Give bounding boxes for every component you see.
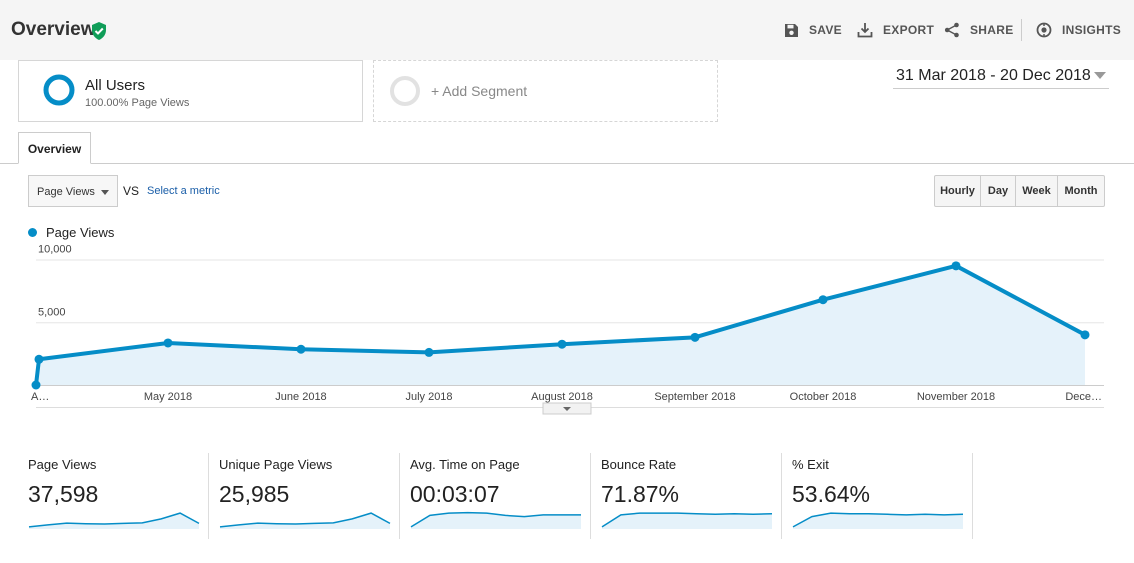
x-tick-label: October 2018 [790, 391, 857, 403]
add-segment-label: + Add Segment [431, 83, 528, 99]
legend-marker [28, 228, 37, 237]
save-icon [785, 23, 798, 37]
empty-segment-ring-icon [390, 76, 420, 106]
top-bar: Overview SAVE EXPORT SHARE [0, 0, 1134, 60]
sparkline-line [28, 512, 200, 528]
sparkline-fill [602, 513, 772, 529]
sparkline-line [410, 511, 581, 528]
data-point[interactable] [424, 347, 434, 357]
sparkline-fill [220, 513, 390, 529]
tab-divider [0, 163, 1134, 164]
area-fill [36, 265, 1085, 385]
data-point[interactable] [163, 338, 173, 348]
y-tick-label: 10,000 [38, 245, 72, 256]
scorecard-label: % Exit [792, 457, 829, 472]
period-month-button[interactable]: Month [1064, 185, 1098, 197]
data-point[interactable] [34, 354, 44, 364]
scorecard-unique-page-views[interactable]: Unique Page Views 25,985 [219, 453, 400, 539]
page-views-chart: 10,000 5,000 A… May 2018 June 2018 July 2018 A… [31, 245, 1104, 415]
scorecard-value: 71.87% [601, 481, 680, 507]
scorecard-value: 00:03:07 [410, 481, 500, 507]
scorecard-label: Unique Page Views [219, 457, 333, 472]
sparkline-line [601, 512, 773, 528]
x-tick-label: A… [31, 391, 49, 403]
x-tick-label: August 2018 [531, 391, 593, 403]
chevron-down-icon [1094, 72, 1106, 79]
scorecard-value: 53.64% [792, 481, 871, 507]
save-button[interactable]: SAVE [784, 20, 842, 40]
x-tick-label: Dece… [1065, 391, 1102, 403]
insights-label: INSIGHTS [1062, 23, 1122, 37]
export-button[interactable]: EXPORT [857, 20, 934, 40]
data-point[interactable] [818, 295, 828, 305]
segment-all-users[interactable]: All Users 100.00% Page Views [18, 60, 363, 122]
period-hourly-button[interactable]: Hourly [935, 176, 981, 206]
scorecard-exit-rate[interactable]: % Exit 53.64% [792, 453, 973, 539]
scorecard-bounce-rate[interactable]: Bounce Rate 71.87% [601, 453, 782, 539]
data-point[interactable] [951, 261, 961, 271]
share-icon [944, 22, 959, 38]
data-point[interactable] [1080, 330, 1090, 340]
legend-label: Page Views [46, 225, 115, 240]
date-range-label: 31 Mar 2018 - 20 Dec 2018 [896, 67, 1091, 84]
export-label: EXPORT [883, 23, 935, 37]
metric-select-label: Page Views [37, 186, 95, 198]
period-toggle: Hourly Day Week Month [934, 175, 1105, 207]
scorecard-value: 25,985 [219, 481, 290, 507]
data-point[interactable] [296, 344, 306, 354]
scorecard-label: Avg. Time on Page [410, 457, 520, 472]
data-point[interactable] [690, 332, 700, 342]
x-tick-label: November 2018 [917, 391, 995, 403]
scorecard-value: 37,598 [28, 481, 99, 507]
sparkline [792, 512, 964, 529]
scorecard-label: Bounce Rate [601, 457, 677, 472]
period-week-button[interactable]: Week [1016, 176, 1058, 206]
add-segment-button[interactable]: + Add Segment [373, 60, 718, 122]
chevron-down-icon [563, 407, 571, 411]
data-point[interactable] [557, 339, 567, 349]
sparkline-fill [29, 513, 199, 529]
sparkline [410, 511, 581, 529]
metric-select[interactable]: Page Views [28, 175, 118, 207]
dropdown-arrow-icon [101, 190, 109, 195]
vs-label: VS [123, 184, 140, 198]
scorecard-page-views[interactable]: Page Views 37,598 [28, 453, 209, 539]
x-tick-label: September 2018 [654, 391, 735, 403]
date-range-picker[interactable]: 31 Mar 2018 - 20 Dec 2018 [893, 66, 1109, 89]
scorecard-label: Page Views [28, 457, 97, 472]
sparkline [28, 512, 200, 529]
series-line [34, 263, 1086, 386]
select-metric-link[interactable]: Select a metric [147, 185, 220, 197]
sparkline-line [792, 512, 964, 528]
x-tick-label: May 2018 [144, 391, 192, 403]
x-tick-label: June 2018 [275, 391, 326, 403]
share-button[interactable]: SHARE [944, 20, 1014, 40]
sparkline [601, 512, 773, 529]
tab-overview[interactable]: Overview [18, 132, 91, 164]
save-label: SAVE [809, 23, 842, 37]
page-title: Overview [11, 19, 96, 40]
insights-button[interactable]: INSIGHTS [1036, 20, 1121, 40]
chart-legend: Page Views [28, 225, 114, 240]
sparkline [219, 512, 391, 529]
share-label: SHARE [970, 23, 1014, 37]
sparkline-fill [411, 512, 581, 529]
export-icon [857, 23, 873, 38]
segment-name: All Users [85, 77, 146, 94]
sparkline-line [219, 512, 391, 528]
verified-shield-icon [92, 22, 106, 40]
scorecard-avg-time-on-page[interactable]: Avg. Time on Page 00:03:07 [410, 453, 591, 539]
segment-subtitle: 100.00% Page Views [85, 97, 190, 109]
segment-ring-icon [43, 74, 75, 106]
x-tick-label: July 2018 [405, 391, 452, 403]
data-point[interactable] [31, 380, 41, 390]
y-tick-label: 5,000 [38, 306, 66, 318]
toolbar-divider [1021, 19, 1022, 41]
insights-icon [1036, 22, 1052, 38]
period-day-button[interactable]: Day [981, 176, 1016, 206]
sparkline-fill [793, 513, 963, 529]
